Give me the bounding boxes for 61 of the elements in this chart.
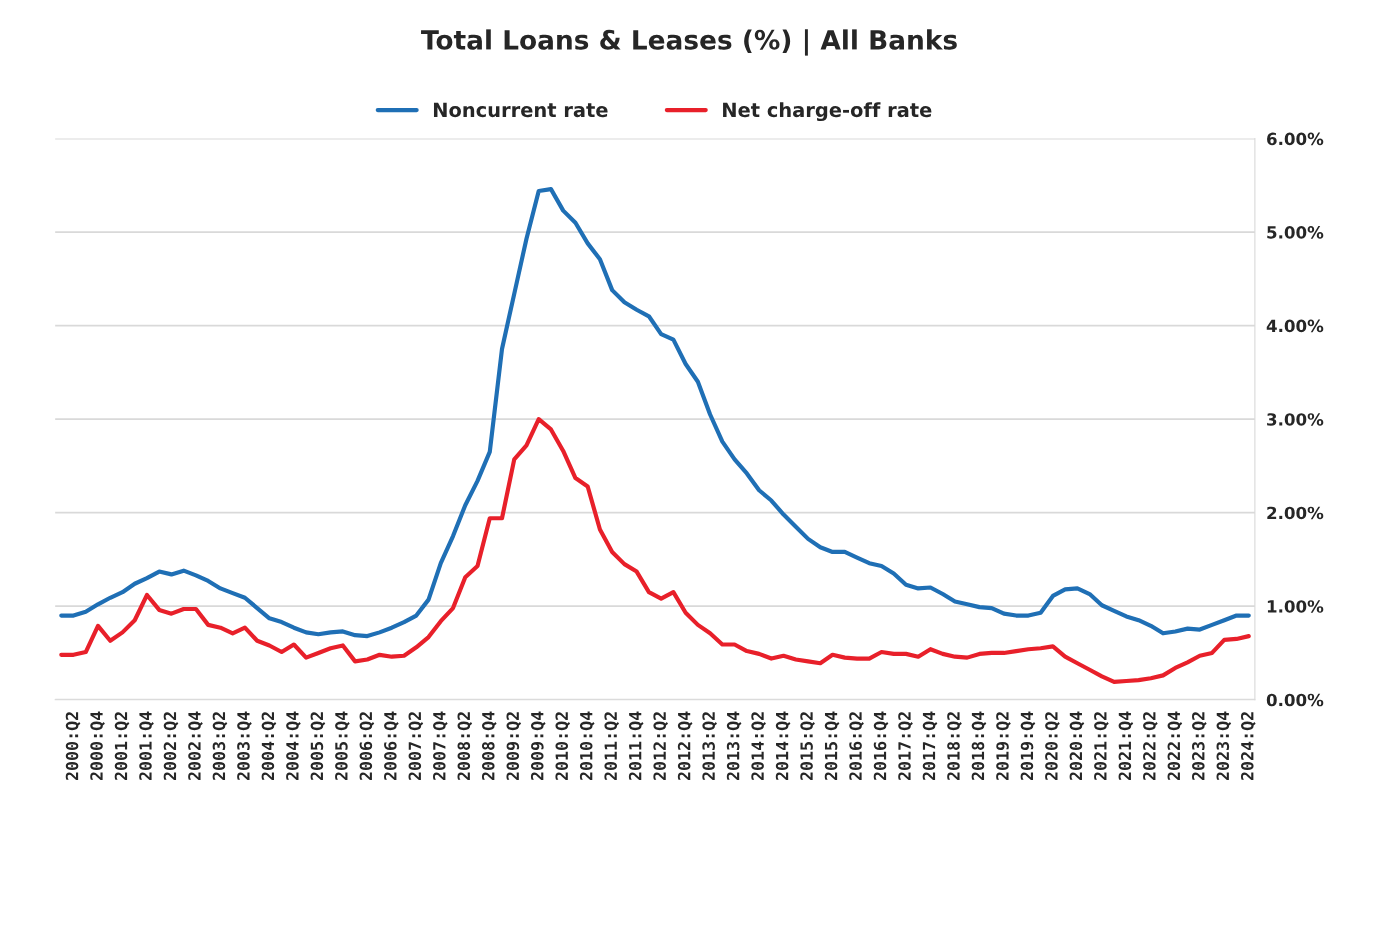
x-tick-label: 2010:Q2	[555, 712, 571, 781]
x-tick-label: 2010:Q4	[579, 711, 595, 781]
legend-label: Noncurrent rate	[433, 102, 608, 118]
x-tick-label: 2001:Q4	[139, 711, 154, 781]
x-tick-label: 2019:Q4	[1020, 711, 1036, 781]
x-tick-label: 2001:Q2	[114, 712, 130, 781]
x-tick-label: 2002:Q2	[163, 712, 179, 781]
x-tick-label: 2004:Q4	[286, 711, 301, 781]
chart-title: Total Loans & Leases (%) | All Banks	[421, 29, 957, 56]
x-tick-label: 2020:Q2	[1045, 712, 1060, 781]
x-tick-label: 2021:Q2	[1094, 712, 1109, 781]
x-tick-label: 2018:Q4	[971, 711, 987, 781]
x-tick-label: 2002:Q4	[188, 711, 203, 781]
line-series	[59, 417, 1251, 685]
x-tick-label: 2015:Q4	[824, 711, 840, 781]
x-tick-label: 2013:Q4	[726, 711, 742, 781]
x-tick-label: 2016:Q4	[873, 711, 889, 781]
y-tick-label: 6.00%	[1267, 132, 1324, 146]
line-series	[59, 187, 1251, 639]
x-tick-label: 2005:Q2	[310, 712, 326, 781]
x-tick-label: 2005:Q4	[335, 711, 350, 781]
x-tick-label: 2014:Q4	[775, 711, 791, 781]
x-tick-label: 2022:Q4	[1167, 711, 1183, 781]
x-tick-label: 2007:Q4	[433, 711, 448, 781]
x-tick-label: 2018:Q2	[947, 712, 962, 781]
x-tick-label: 2011:Q4	[628, 711, 644, 781]
x-tick-label: 2013:Q2	[702, 712, 717, 781]
y-tick-label: 1.00%	[1267, 600, 1324, 613]
x-tick-label: 2011:Q2	[604, 712, 620, 781]
x-tick-label: 2012:Q2	[653, 712, 669, 781]
x-tick-label: 2014:Q2	[751, 712, 766, 781]
x-tick-label: 2007:Q2	[408, 712, 424, 781]
x-tick-label: 2004:Q2	[261, 712, 277, 781]
y-tick-label: 0.00%	[1266, 693, 1324, 707]
x-tick-label: 2012:Q4	[677, 711, 693, 781]
x-tick-label: 2024:Q2	[1241, 712, 1256, 781]
x-tick-label: 2020:Q4	[1069, 711, 1085, 781]
x-tick-label: 2017:Q4	[922, 711, 938, 781]
x-tick-label: 2009:Q4	[530, 711, 546, 781]
x-tick-label: 2016:Q2	[849, 712, 864, 781]
x-tick-label: 2009:Q2	[506, 712, 522, 781]
x-tick-label: 2022:Q2	[1143, 712, 1158, 781]
x-tick-label: 2023:Q4	[1216, 711, 1232, 781]
x-tick-label: 2021:Q4	[1118, 711, 1134, 781]
y-tick-label: 3.00%	[1267, 413, 1324, 426]
x-tick-label: 2003:Q2	[212, 712, 228, 781]
x-tick-label: 2000:Q2	[65, 712, 81, 781]
y-tick-label: 5.00%	[1267, 226, 1324, 239]
x-tick-label: 2006:Q2	[359, 712, 375, 781]
x-tick-label: 2019:Q2	[996, 712, 1011, 781]
y-tick-label: 2.00%	[1267, 506, 1324, 520]
legend-label: Net charge-off rate	[723, 102, 932, 122]
x-tick-label: 2008:Q2	[457, 712, 473, 781]
x-tick-label: 2008:Q4	[481, 711, 497, 781]
x-tick-label: 2006:Q4	[384, 711, 399, 781]
x-tick-label: 2000:Q4	[90, 711, 105, 781]
x-tick-label: 2003:Q4	[237, 711, 252, 781]
y-tick-label: 4.00%	[1266, 319, 1324, 333]
x-tick-label: 2017:Q2	[898, 712, 913, 781]
x-tick-label: 2023:Q2	[1192, 712, 1207, 781]
x-tick-label: 2015:Q2	[800, 712, 815, 781]
